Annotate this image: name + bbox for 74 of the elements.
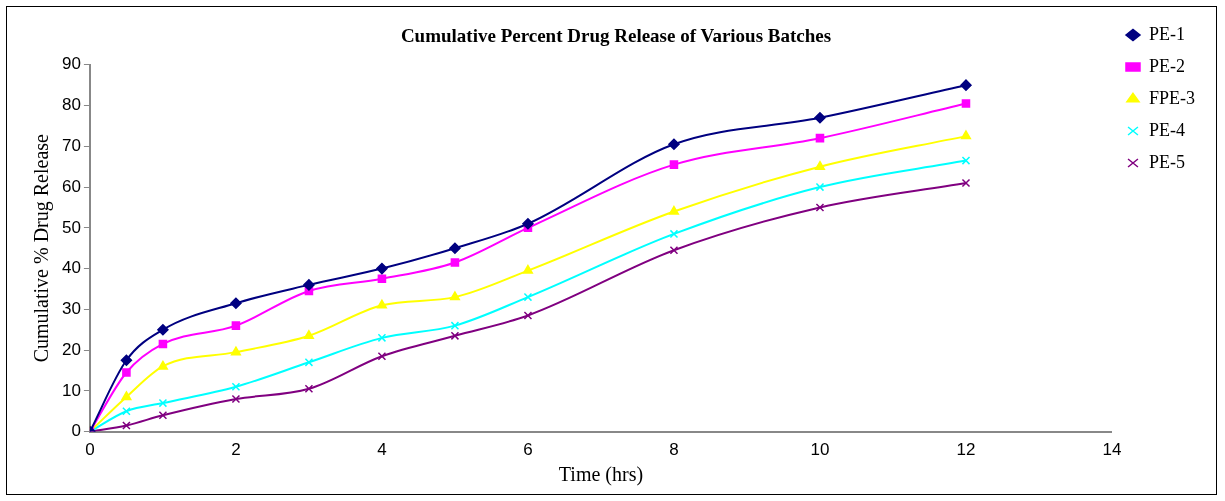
y-tick-label: 60 (61, 176, 81, 196)
point (449, 242, 461, 254)
point (304, 384, 314, 394)
point (303, 279, 315, 291)
y-tick-label: 0 (71, 421, 81, 441)
point (450, 258, 460, 267)
x-axis-title: Time (hrs) (558, 463, 644, 487)
x-tick-label: 0 (85, 440, 95, 460)
point (377, 274, 387, 284)
point (815, 203, 825, 212)
point (376, 299, 388, 309)
point (522, 264, 534, 274)
x-tick-label: 2 (231, 440, 241, 460)
x-tick-label: 8 (669, 440, 679, 460)
point (960, 79, 972, 91)
legend-label: PE-1 (1148, 23, 1185, 44)
y-tick-label: 70 (61, 136, 81, 155)
legend-label: PE-2 (1148, 55, 1185, 76)
point (961, 178, 971, 188)
point (157, 323, 169, 336)
y-tick-label: 30 (61, 299, 81, 319)
point (668, 138, 680, 151)
x-tick-label: 4 (377, 440, 387, 460)
point (450, 321, 460, 330)
y-tick-label: 10 (61, 380, 81, 400)
point (960, 130, 972, 140)
point (669, 229, 679, 239)
x-tick-label: 6 (523, 440, 533, 460)
point (120, 354, 133, 367)
point (158, 398, 168, 408)
point (121, 391, 132, 401)
x-tick-label: 10 (810, 440, 830, 460)
point (303, 330, 315, 340)
point (376, 262, 388, 275)
point (449, 291, 461, 301)
x-tick-label: 12 (956, 440, 976, 460)
point (814, 112, 826, 124)
point (522, 218, 534, 230)
point (304, 358, 314, 367)
point (668, 205, 680, 215)
legend-label: PE-5 (1148, 151, 1185, 172)
legend-label: FPE-3 (1148, 87, 1195, 108)
point (523, 311, 533, 320)
point (669, 245, 679, 255)
point (961, 156, 971, 165)
point (523, 292, 533, 302)
y-tick-label: 50 (61, 217, 81, 237)
point (230, 297, 242, 309)
point (815, 133, 825, 143)
point (377, 351, 387, 361)
point (814, 160, 826, 170)
point (231, 394, 241, 404)
y-tick-label: 20 (61, 339, 81, 359)
point (122, 406, 131, 416)
point (158, 411, 168, 420)
point (669, 160, 679, 169)
point (158, 339, 168, 349)
legend-label: PE-4 (1148, 119, 1185, 140)
point (961, 99, 971, 108)
point (230, 346, 241, 356)
point (157, 360, 168, 370)
y-tick-label: 90 (61, 54, 81, 74)
point (122, 421, 131, 430)
chart-title: Cumulative Percent Drug Release of Various Batches (400, 25, 832, 47)
point (377, 333, 387, 343)
point (122, 368, 131, 377)
y-tick-label: 80 (61, 95, 81, 115)
x-tick-label: 14 (1102, 440, 1122, 460)
y-tick-label: 40 (61, 258, 81, 278)
point (231, 321, 241, 330)
point (815, 182, 825, 192)
point (450, 331, 460, 341)
y-axis-title: Cumulative % Drug Release (30, 133, 54, 363)
point (231, 382, 241, 392)
